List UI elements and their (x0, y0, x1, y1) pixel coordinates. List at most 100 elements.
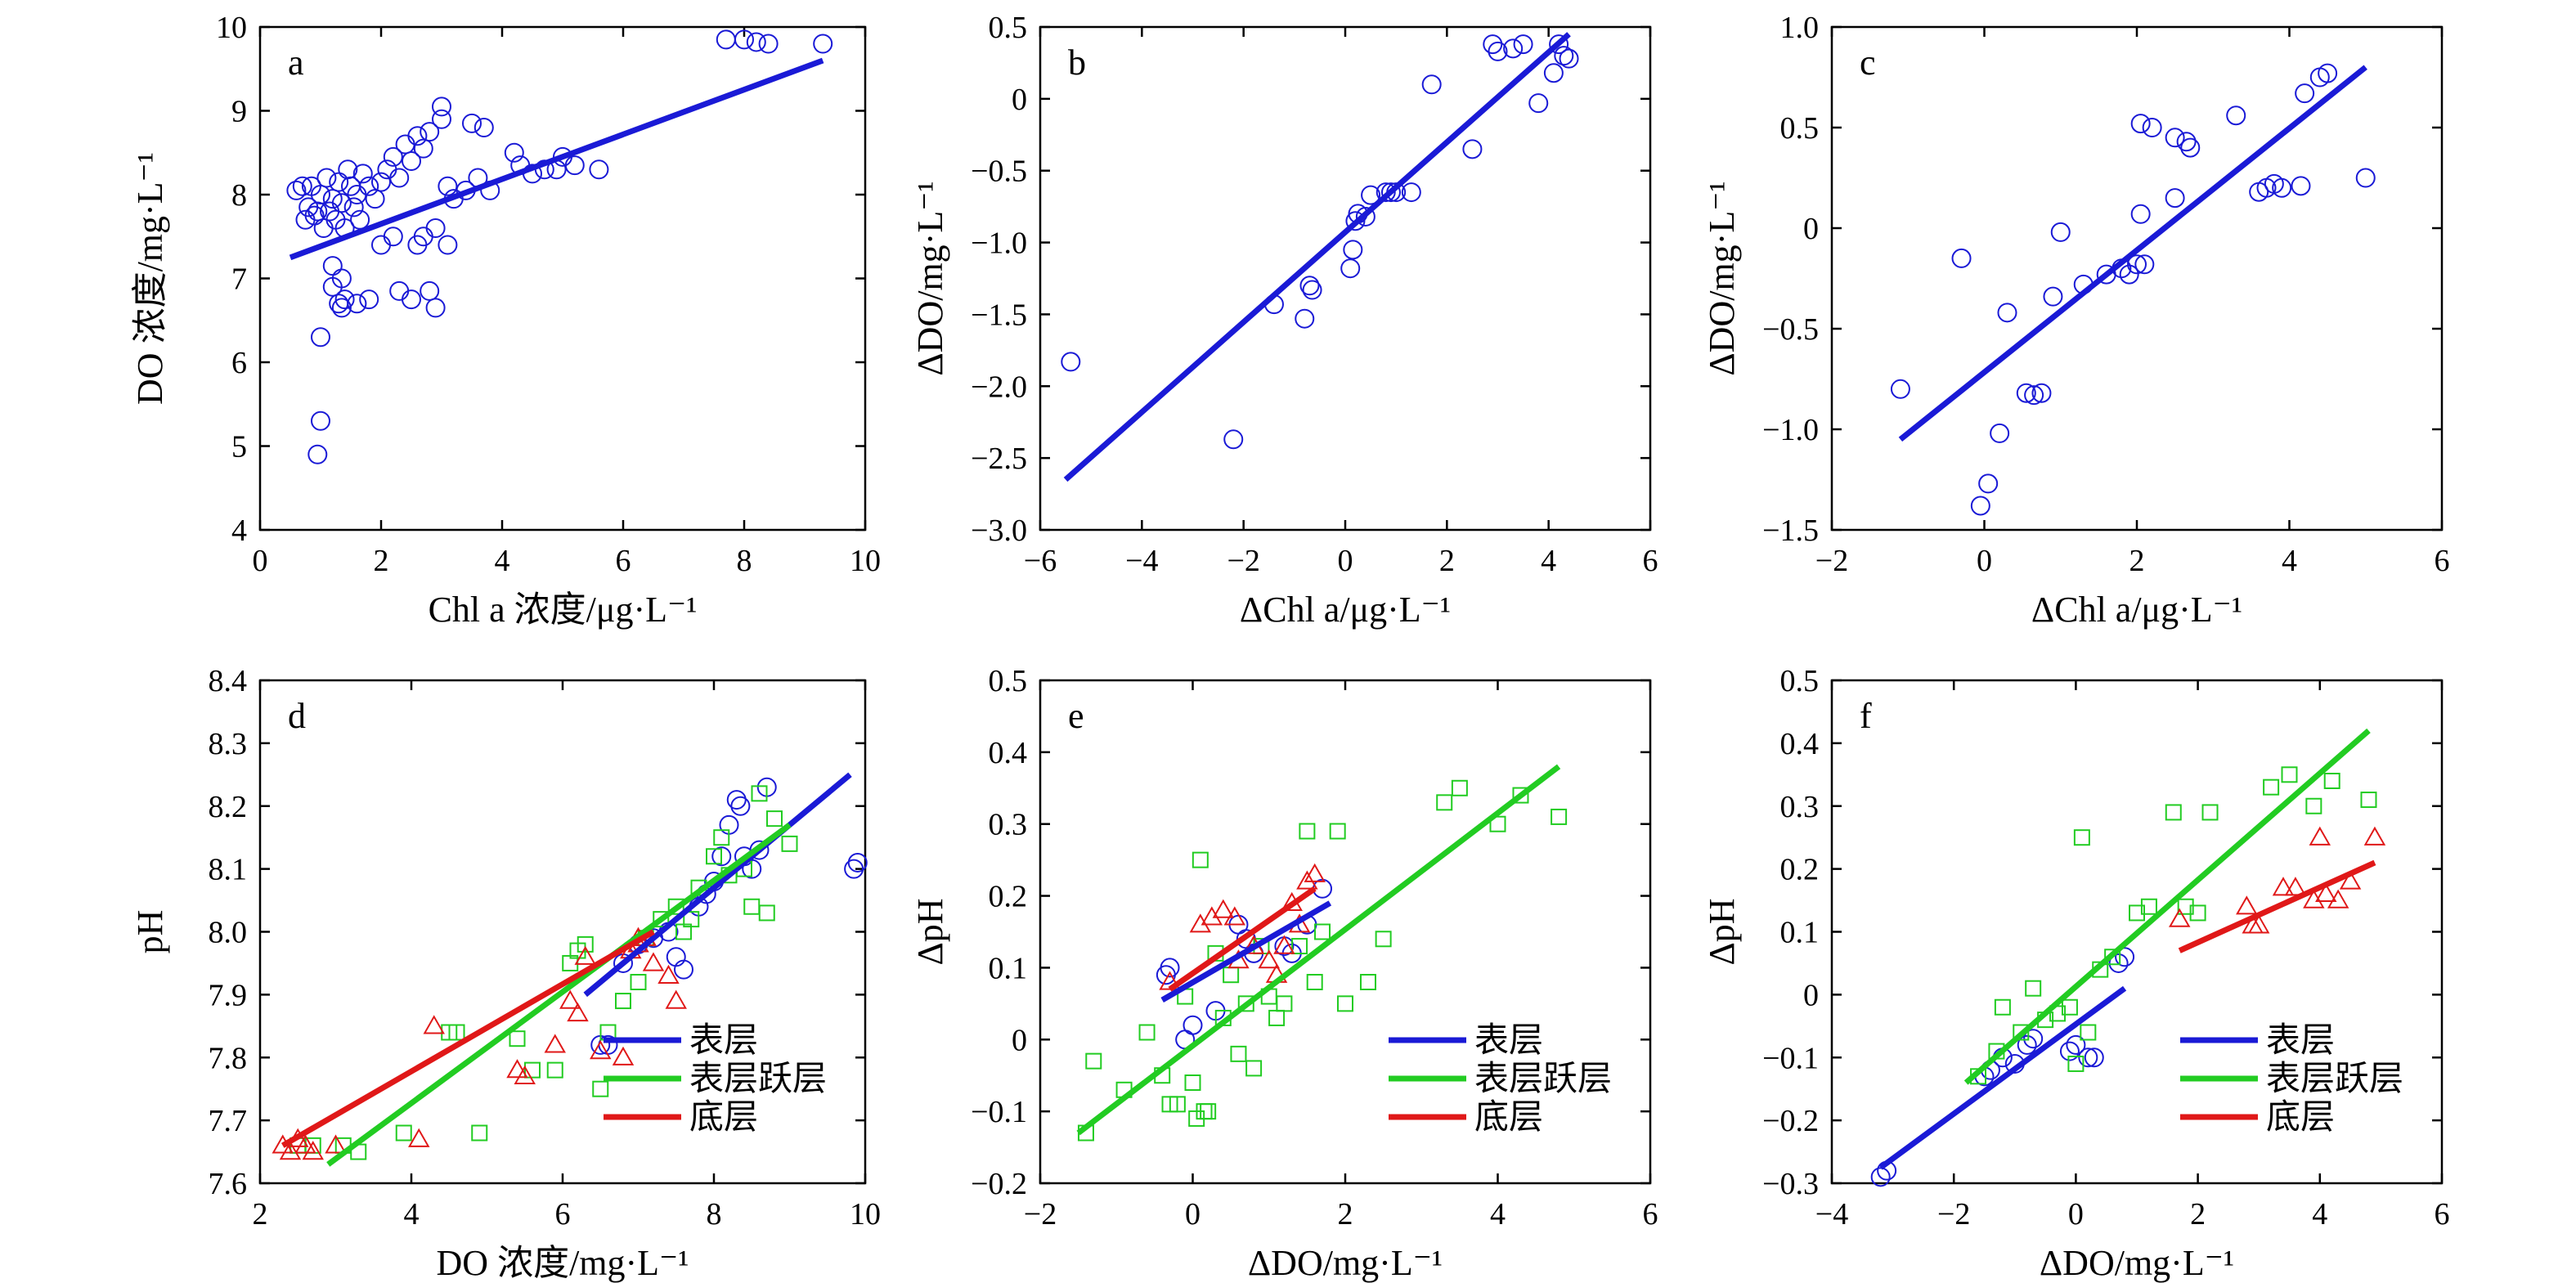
data-point (847, 852, 868, 873)
data-point (2327, 889, 2349, 908)
data-point (2084, 1047, 2104, 1068)
data-point (383, 227, 403, 247)
y-tick-label: −2.5 (971, 442, 1027, 476)
data-point (371, 172, 391, 192)
y-tick-label: 8.4 (209, 664, 248, 698)
data-point (322, 189, 343, 209)
legend-label: 表层 (689, 1022, 758, 1060)
data-point (746, 32, 766, 52)
data-point (2360, 792, 2377, 809)
data-point (2024, 385, 2044, 406)
data-point (1380, 182, 1401, 203)
data-point (2115, 947, 2135, 967)
data-point (1503, 38, 1524, 59)
panel-d: 2 4 6 8 10 7.6 7.7 7.8 7.9 8.0 8.1 8.2 8.3 8.4 DO 浓度/m… (130, 664, 881, 1283)
data-point (1549, 34, 1569, 55)
panel-letter: b (1068, 43, 1086, 83)
series-底层 (2168, 826, 2386, 934)
series-表层 (1870, 947, 2135, 1187)
data-point (2140, 898, 2157, 915)
fit-line (1160, 900, 1332, 1003)
y-tick-label: 7.8 (209, 1041, 248, 1075)
x-tick-label: 6 (1643, 544, 1658, 578)
data-point (1337, 995, 1353, 1012)
x-tick-label: 4 (404, 1197, 420, 1231)
panel-letter: c (1860, 43, 1876, 83)
y-tick-label: −0.1 (971, 1095, 1027, 1129)
data-point (402, 151, 421, 171)
x-tick-label: 2 (374, 544, 389, 578)
data-point (758, 904, 775, 922)
data-point (657, 964, 680, 984)
data-point (313, 218, 334, 238)
y-axis-label: DO 浓度/mg·L⁻¹ (130, 152, 170, 405)
x-tick-label: −4 (1815, 1197, 1848, 1231)
y-tick-label: 0.5 (1780, 111, 1820, 146)
x-tick-label: −6 (1024, 544, 1057, 578)
x-tick-label: 4 (495, 544, 510, 578)
x-tick-label: −2 (1937, 1197, 1970, 1231)
data-point (1223, 906, 1246, 926)
panel-letter: e (1068, 696, 1084, 736)
data-point (730, 796, 751, 816)
data-point (462, 113, 482, 133)
data-point (322, 256, 343, 276)
data-point (2061, 998, 2078, 1016)
data-point (1512, 787, 1529, 804)
legend-label: 表层 (1474, 1022, 1543, 1060)
data-point (1296, 870, 1318, 890)
data-point (2031, 383, 2052, 403)
data-point (2201, 804, 2219, 821)
data-point (2281, 766, 2298, 783)
data-point (1483, 34, 1503, 55)
series-表层 (590, 777, 868, 1055)
data-point (1551, 808, 1568, 825)
y-tick-label: 0.1 (1780, 916, 1820, 950)
data-point (743, 898, 761, 915)
data-point (667, 898, 684, 915)
data-point (544, 1034, 566, 1053)
data-point (2108, 953, 2129, 973)
data-point (2073, 829, 2090, 846)
x-tick-label: 0 (1338, 544, 1353, 578)
y-tick-label: −0.3 (1762, 1167, 1819, 1201)
plot-frame (1039, 25, 1652, 532)
data-point (359, 289, 379, 310)
data-point (2226, 105, 2246, 126)
data-point (1184, 1074, 1201, 1091)
x-axis-label: ΔChl a/μg·L⁻¹ (1240, 590, 1451, 630)
y-tick-label: 10 (216, 11, 247, 45)
data-point (1870, 1167, 1891, 1187)
data-point (546, 1061, 563, 1079)
data-point (2323, 773, 2340, 789)
legend-label: 底层 (1474, 1099, 1543, 1137)
data-point (311, 410, 330, 431)
data-point (734, 29, 754, 50)
data-point (1488, 41, 1508, 61)
data-point (420, 122, 440, 142)
data-point (1304, 863, 1326, 882)
y-tick-label: 1.0 (1780, 11, 1820, 45)
panel-f: −4 −2 0 2 4 6 −0.3 −0.2 −0.1 0 0.1 0.2 0.3 0.4 0.5 ΔDO/… (1702, 664, 2450, 1283)
data-point (425, 218, 446, 238)
y-tick-label: −0.5 (1762, 312, 1819, 347)
data-point (1559, 48, 1579, 69)
x-tick-label: 2 (1338, 1197, 1353, 1231)
x-tick-label: 4 (1541, 544, 1556, 578)
y-tick-label: −1.5 (971, 298, 1027, 332)
data-point (559, 989, 581, 1009)
data-point (1314, 923, 1331, 940)
legend-label: 表层跃层 (1474, 1061, 1612, 1098)
data-point (514, 1065, 536, 1084)
data-point (2180, 137, 2201, 158)
data-point (407, 126, 428, 146)
data-point (347, 294, 367, 314)
x-tick-label: 6 (2435, 544, 2450, 578)
x-tick-label: 10 (850, 1197, 881, 1231)
data-point (423, 1015, 445, 1034)
data-point (2168, 908, 2191, 927)
panel-letter: f (1860, 696, 1872, 736)
data-point (1994, 998, 2011, 1016)
fit-line (326, 822, 792, 1167)
